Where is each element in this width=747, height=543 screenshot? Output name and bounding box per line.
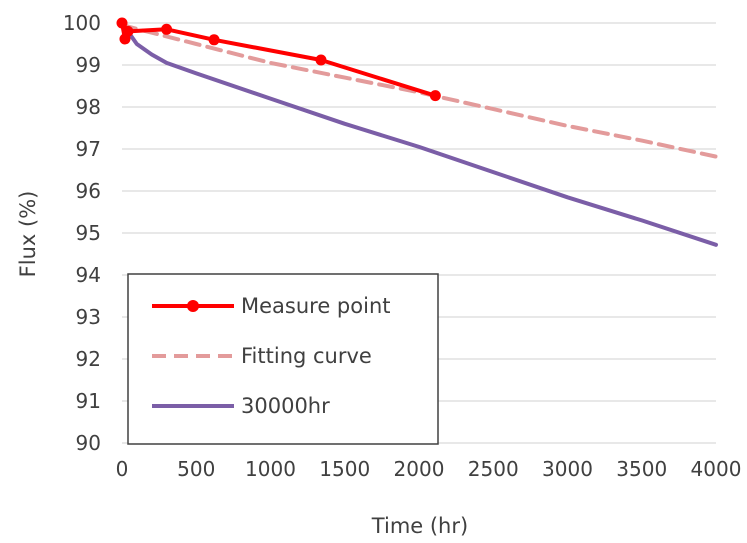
y-tick-label: 91 (76, 389, 101, 413)
data-point-measure-point (161, 23, 173, 35)
y-tick-label: 99 (76, 53, 101, 77)
x-tick-label: 2500 (468, 457, 519, 481)
x-axis-title: Time (hr) (371, 514, 468, 538)
y-tick-label: 96 (76, 179, 101, 203)
data-point-measure-point (208, 34, 220, 46)
legend-label-measure-point: Measure point (241, 294, 390, 318)
y-tick-label: 98 (76, 95, 101, 119)
x-tick-label: 500 (177, 457, 215, 481)
legend-item-measure-point: Measure point (152, 294, 390, 318)
legend-label-30000hr: 30000hr (241, 394, 330, 418)
legend-box (127, 273, 439, 445)
data-point-measure-point (122, 25, 134, 37)
y-tick-label: 97 (76, 137, 101, 161)
y-axis-title: Flux (%) (16, 191, 40, 278)
x-tick-label: 3500 (616, 457, 667, 481)
data-point-measure-point (429, 90, 441, 102)
y-tick-label: 90 (76, 431, 101, 455)
x-tick-labels: 0 500 1000 1500 2000 2500 3000 3500 4000 (116, 457, 742, 481)
x-tick-label: 0 (116, 457, 129, 481)
x-tick-label: 4000 (691, 457, 742, 481)
x-tick-label: 1500 (319, 457, 370, 481)
x-tick-label: 2000 (394, 457, 445, 481)
legend-label-fitting-curve: Fitting curve (241, 344, 372, 368)
series-line-fitting-curve (120, 23, 718, 159)
y-tick-label: 95 (76, 221, 101, 245)
series-line-30000hr (120, 21, 718, 247)
series-layer (116, 17, 718, 247)
y-tick-label: 94 (76, 263, 101, 287)
y-tick-label: 100 (63, 11, 101, 35)
data-point-measure-point (116, 17, 128, 29)
y-tick-label: 92 (76, 347, 101, 371)
legend-item-fitting-curve: Fitting curve (152, 344, 372, 368)
legend-item-30000hr: 30000hr (152, 394, 330, 418)
data-point-measure-point (315, 54, 327, 66)
y-tick-label: 93 (76, 305, 101, 329)
legend: Measure point Fitting curve 30000hr (127, 273, 439, 445)
y-tick-labels: 90 91 92 93 94 95 96 97 98 99 100 (63, 11, 101, 455)
x-tick-label: 3000 (542, 457, 593, 481)
legend-marker-measure-point (187, 300, 199, 312)
x-tick-label: 1000 (245, 457, 296, 481)
